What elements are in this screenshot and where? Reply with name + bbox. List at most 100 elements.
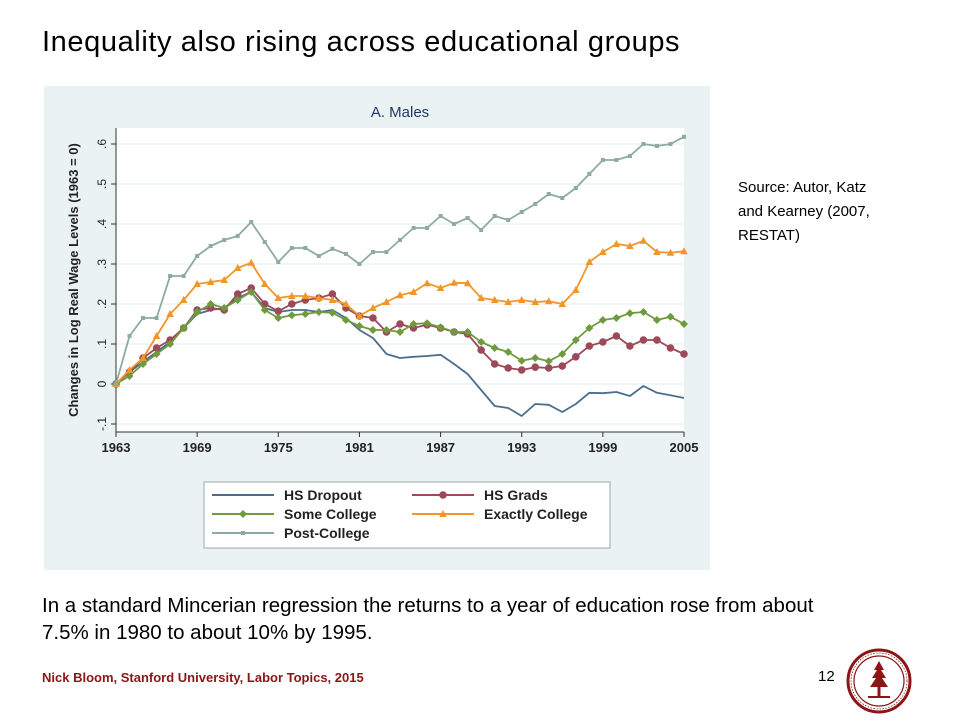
data-point (626, 342, 634, 350)
data-point (247, 258, 256, 266)
data-point (477, 346, 485, 354)
data-point (114, 382, 118, 386)
data-point (181, 274, 186, 278)
data-point (544, 364, 553, 372)
data-point (274, 314, 283, 322)
data-point (288, 300, 296, 308)
data-point (477, 338, 486, 346)
data-point (423, 319, 432, 328)
data-point (504, 364, 512, 372)
x-tick-label: 1981 (345, 440, 374, 455)
data-point (315, 294, 323, 301)
data-point (235, 234, 240, 238)
data-point (328, 308, 337, 317)
x-tick-label: 1987 (426, 440, 455, 455)
data-point (492, 214, 497, 218)
data-point (436, 323, 445, 332)
data-point (626, 242, 634, 249)
data-point (612, 332, 621, 340)
data-point (303, 246, 308, 250)
data-point (450, 278, 458, 286)
data-point (463, 328, 472, 336)
data-point (152, 332, 161, 339)
data-point (531, 354, 540, 362)
data-point (368, 326, 377, 334)
wage-chart: A. Males -.1 0 .1 .2 .3 .4 .5 .6 1963 1969 1975 1981… (44, 86, 710, 570)
data-point (573, 186, 578, 190)
data-point (249, 220, 254, 224)
data-point (585, 324, 594, 332)
plot-area (116, 128, 684, 432)
data-point (668, 142, 673, 146)
data-point (220, 304, 229, 312)
y-axis-label: Changes in Log Real Wage Levels (1963 = … (66, 143, 81, 417)
data-point (396, 328, 404, 336)
data-point (328, 296, 337, 303)
data-point (598, 316, 607, 324)
source-note: Source: Autor, Katz and Kearney (2007, R… (738, 179, 870, 244)
data-point (625, 309, 634, 318)
page-number: 12 (818, 668, 835, 685)
data-point (599, 248, 607, 255)
data-point (439, 510, 447, 517)
data-point (166, 310, 174, 317)
stanford-seal-icon (846, 648, 912, 714)
data-point (141, 316, 146, 320)
data-point (396, 291, 404, 299)
data-point (262, 240, 267, 244)
data-point (276, 260, 281, 264)
data-point (533, 202, 538, 206)
data-point (239, 510, 247, 518)
data-point (599, 338, 607, 346)
data-point (506, 218, 511, 222)
data-point (438, 214, 443, 218)
data-point (341, 316, 350, 324)
data-point (639, 336, 648, 344)
data-point (241, 531, 245, 535)
chart-panel: A. Males -.1 0 .1 .2 .3 .4 .5 .6 1963 1969 1975 1981… (44, 86, 710, 570)
data-point (193, 280, 201, 287)
data-point (680, 247, 688, 255)
footer-text: Nick Bloom, Stanford University, Labor T… (42, 670, 364, 685)
data-point (517, 366, 526, 374)
y-tick-label: .4 (95, 219, 109, 229)
data-point (382, 298, 391, 305)
data-point (314, 308, 323, 316)
data-point (330, 246, 335, 251)
data-point (612, 240, 621, 247)
body-text: In a standard Mincerian regression the r… (42, 594, 814, 644)
legend-label: Exactly College (484, 506, 588, 522)
data-point (504, 348, 513, 356)
data-point (653, 336, 661, 344)
y-tick-label: 0 (95, 380, 109, 387)
data-point (490, 360, 499, 368)
data-point (450, 328, 459, 336)
data-point (168, 274, 173, 278)
data-point (125, 366, 134, 373)
data-point (384, 250, 389, 254)
data-point (439, 491, 447, 499)
data-point (355, 312, 364, 319)
data-point (560, 196, 565, 200)
data-point (193, 308, 202, 316)
x-tick-label: 1963 (102, 440, 131, 455)
data-point (139, 360, 148, 368)
data-point (396, 320, 404, 328)
data-point (179, 296, 188, 303)
data-point (585, 342, 594, 350)
data-point (260, 280, 269, 287)
data-point (343, 252, 348, 256)
data-point (682, 134, 686, 139)
data-point (154, 316, 159, 320)
data-point (652, 316, 661, 324)
data-point (558, 350, 567, 358)
data-point (208, 244, 213, 248)
slide-title: Inequality also rising across educationa… (42, 26, 681, 58)
data-point (666, 344, 675, 352)
data-point (600, 158, 605, 162)
data-point (369, 304, 377, 311)
data-point (287, 311, 296, 320)
data-point (531, 363, 540, 372)
data-point (546, 192, 551, 196)
data-point (220, 276, 228, 283)
